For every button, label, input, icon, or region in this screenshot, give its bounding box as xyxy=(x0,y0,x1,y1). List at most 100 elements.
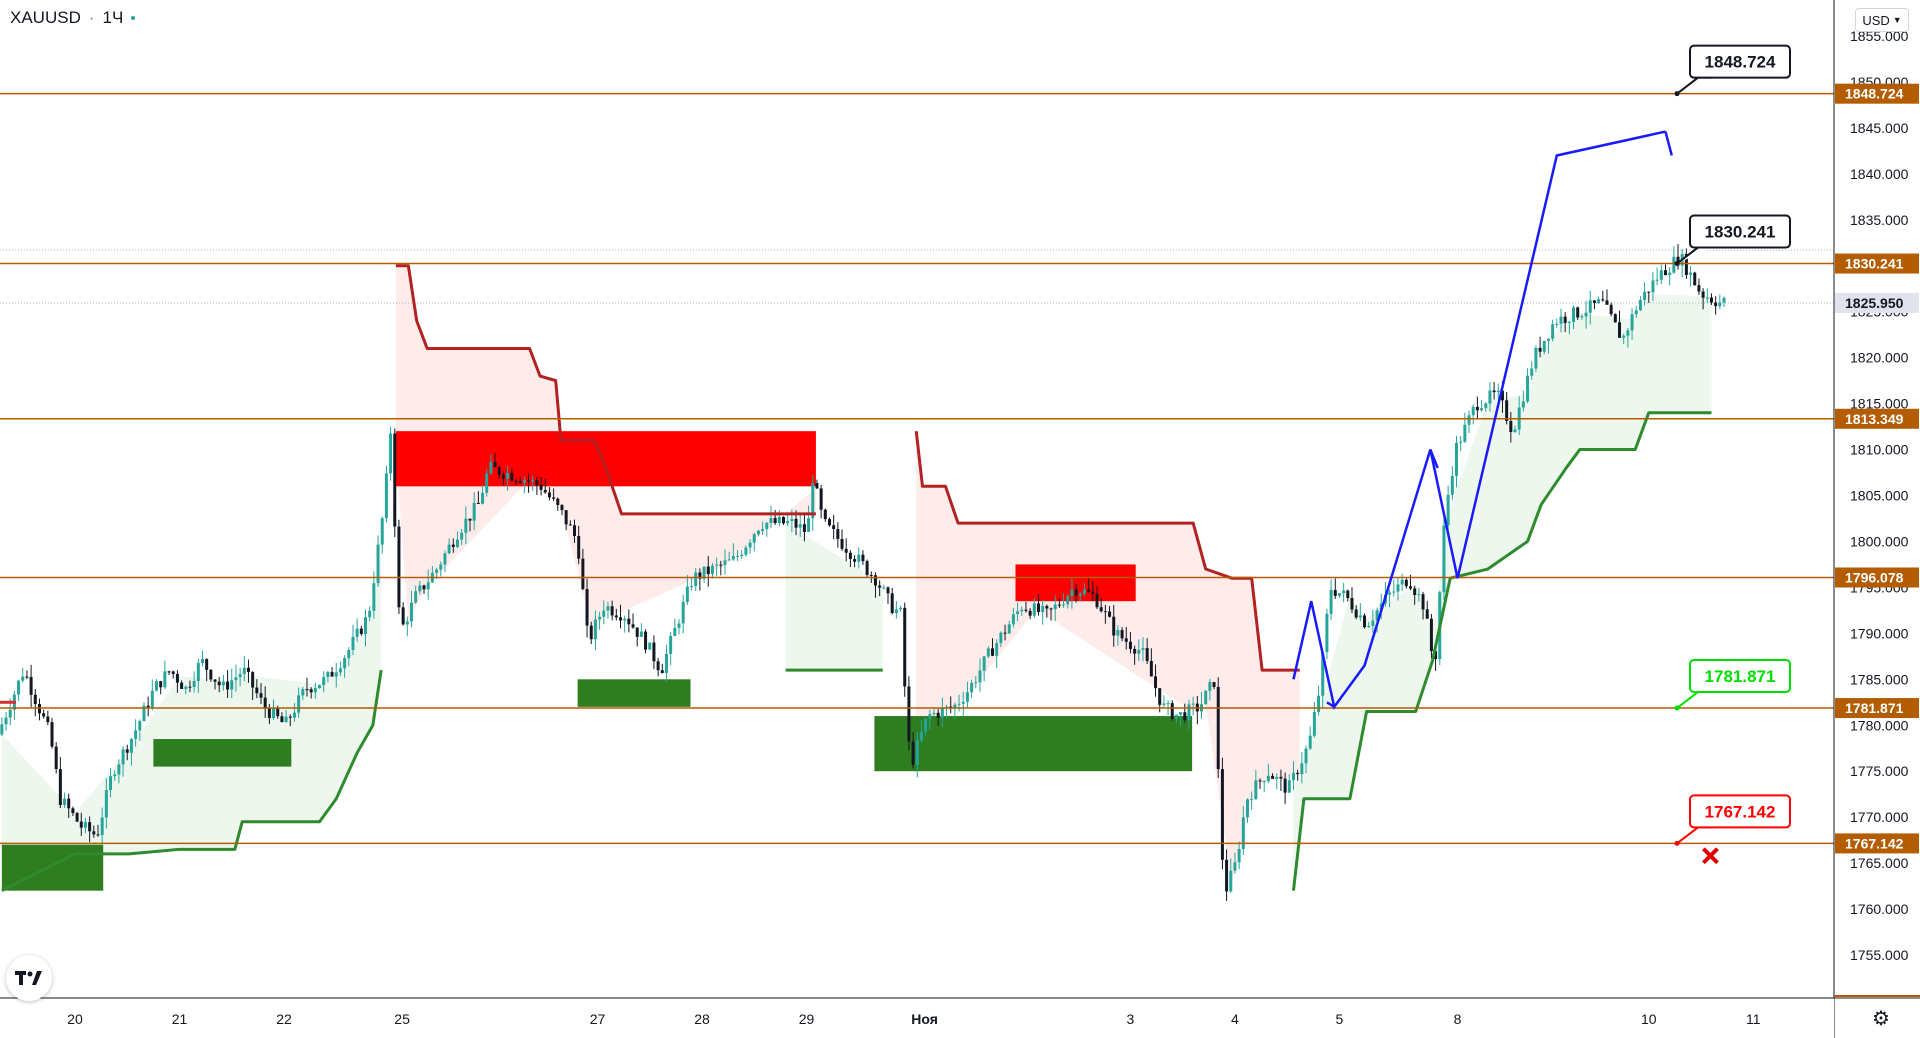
candle-body xyxy=(155,681,159,691)
candle-body xyxy=(1275,776,1279,779)
green-trail-fill-2 xyxy=(1293,294,1712,891)
candle-body xyxy=(1718,302,1722,307)
candle-body xyxy=(1049,608,1053,610)
candle-body xyxy=(1659,270,1663,280)
candle-body xyxy=(1174,714,1178,719)
candle-body xyxy=(1551,324,1555,339)
candle-body xyxy=(1492,390,1496,393)
candle-body xyxy=(1705,297,1709,299)
price-callout-1[interactable]: 1830.241 xyxy=(1674,214,1791,267)
candle-body xyxy=(1630,314,1634,331)
projection-path-1 xyxy=(1429,449,1439,469)
callout-label: 1848.724 xyxy=(1705,53,1776,72)
candle-body xyxy=(1647,291,1651,293)
candle-body xyxy=(1258,780,1262,782)
candle-body xyxy=(1622,335,1626,338)
candle-body xyxy=(292,712,296,718)
candle-body xyxy=(184,686,188,689)
candle-body xyxy=(1237,848,1241,863)
candle-body xyxy=(506,472,510,479)
callout-anchor-dot xyxy=(1674,91,1680,97)
time-axis[interactable]: 20 21 22 25 27 28 29 Ноя 3 4 5 8 10 11 xyxy=(0,995,1920,1038)
candle-body xyxy=(435,569,439,573)
candle-body xyxy=(443,553,447,565)
candle-body xyxy=(1346,590,1350,599)
candle-body xyxy=(476,502,480,504)
currency-button[interactable]: USD ▼ xyxy=(1855,8,1909,32)
candle-body xyxy=(284,716,288,723)
candle-body xyxy=(4,717,8,725)
candle-body xyxy=(1291,772,1295,781)
candle-body xyxy=(422,585,426,590)
candle-body xyxy=(710,565,714,575)
level-badge-label-4: 1781.871 xyxy=(1845,700,1904,716)
candle-body xyxy=(514,480,518,482)
candle-body xyxy=(1409,586,1413,589)
green-trail-fill-1 xyxy=(785,523,883,671)
candle-body xyxy=(790,518,794,522)
candle-body xyxy=(163,671,167,688)
x-tick-label: 3 xyxy=(1127,1011,1135,1027)
candle-body xyxy=(844,548,848,553)
candle-body xyxy=(1011,614,1015,625)
candle-body xyxy=(25,676,29,678)
chevron-down-icon: ▼ xyxy=(1892,15,1902,25)
candle-body xyxy=(1689,272,1693,275)
candle-body xyxy=(522,480,526,483)
candle-body xyxy=(744,547,748,555)
callout-anchor-dot xyxy=(1674,705,1680,711)
candle-body xyxy=(46,716,50,723)
candle-body xyxy=(664,653,668,674)
price-axis[interactable]: 1855.0001850.0001845.0001840.0001835.000… xyxy=(1833,0,1920,1038)
candle-body xyxy=(343,658,347,669)
logo-mark xyxy=(15,971,42,985)
candle-body xyxy=(761,529,765,531)
candle-body xyxy=(1254,780,1258,800)
candle-body xyxy=(1082,589,1086,594)
level-badge-bg-1 xyxy=(1835,253,1919,274)
candle-body xyxy=(451,544,455,547)
tradingview-logo-icon[interactable] xyxy=(6,955,52,1001)
candle-body xyxy=(1400,579,1404,585)
candle-body xyxy=(698,572,702,579)
candle-body xyxy=(928,714,932,719)
price-callout-2[interactable]: 1781.871 xyxy=(1674,659,1791,711)
candle-body xyxy=(535,480,539,485)
candle-body xyxy=(974,682,978,684)
candle-body xyxy=(409,602,413,622)
level-badge-label-2: 1813.349 xyxy=(1845,411,1904,427)
price-callout-0[interactable]: 1848.724 xyxy=(1674,44,1791,97)
x-tick-label: 5 xyxy=(1336,1011,1344,1027)
candle-body xyxy=(1576,307,1580,318)
callout-pointer xyxy=(1676,691,1712,709)
candle-body xyxy=(769,518,773,523)
projection-path-2 xyxy=(1326,701,1335,708)
symbol-name[interactable]: XAUUSD xyxy=(10,8,81,27)
candle-body xyxy=(380,518,384,545)
candle-body xyxy=(673,627,677,636)
price-callout-3[interactable]: 1767.142 xyxy=(1674,794,1791,846)
candle-body xyxy=(1045,605,1049,609)
candle-body xyxy=(1534,347,1538,369)
candle-body xyxy=(1078,593,1082,596)
candle-body xyxy=(1358,615,1362,618)
candle-body xyxy=(1454,442,1458,476)
gear-icon[interactable]: ⚙ xyxy=(1872,1007,1890,1030)
candle-body xyxy=(1450,475,1454,495)
plot-area[interactable] xyxy=(0,92,1834,901)
candle-body xyxy=(1225,859,1229,892)
candle-body xyxy=(1321,652,1325,696)
candle-body xyxy=(1496,390,1500,393)
symbol-header[interactable]: XAUUSD · 1Ч xyxy=(10,8,136,28)
candle-body xyxy=(752,534,756,543)
supply-zone-1 xyxy=(1015,564,1136,602)
x-tick-label: 10 xyxy=(1641,1011,1657,1027)
candle-body xyxy=(1271,775,1275,779)
candle-body xyxy=(610,606,614,616)
callout-box xyxy=(1689,214,1791,249)
candle-body xyxy=(1057,604,1061,606)
interval-label[interactable]: 1Ч xyxy=(102,8,124,27)
level-badge-bg-3 xyxy=(1835,567,1919,588)
candle-body xyxy=(593,619,597,640)
